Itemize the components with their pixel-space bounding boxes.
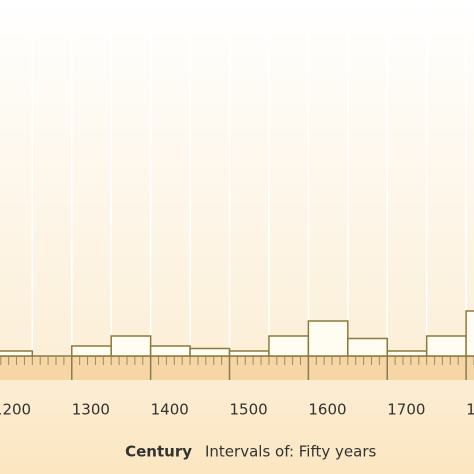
bars <box>0 310 474 357</box>
bar <box>189 347 231 357</box>
grid <box>0 0 474 356</box>
x-tick-label: 1800 <box>466 401 474 419</box>
bar <box>110 335 152 357</box>
bar <box>465 310 474 357</box>
bar <box>386 350 428 357</box>
x-tick-label: 1200 <box>0 401 31 419</box>
x-tick-label: 1600 <box>308 401 346 419</box>
bar <box>307 320 349 357</box>
x-tick-label: 1300 <box>72 401 110 419</box>
bar <box>347 337 388 357</box>
bar <box>0 350 34 357</box>
ruler-ticks <box>0 356 474 380</box>
bar <box>149 345 191 357</box>
bar <box>268 335 310 357</box>
x-axis-label: Century <box>125 443 192 461</box>
bar <box>425 335 467 357</box>
bar <box>228 350 270 357</box>
x-tick-label: 1500 <box>230 401 268 419</box>
x-tick-label: 1400 <box>151 401 189 419</box>
x-tick-label: 1700 <box>387 401 425 419</box>
bar <box>71 345 112 357</box>
x-axis-subtitle: Intervals of: Fifty years <box>205 443 376 461</box>
